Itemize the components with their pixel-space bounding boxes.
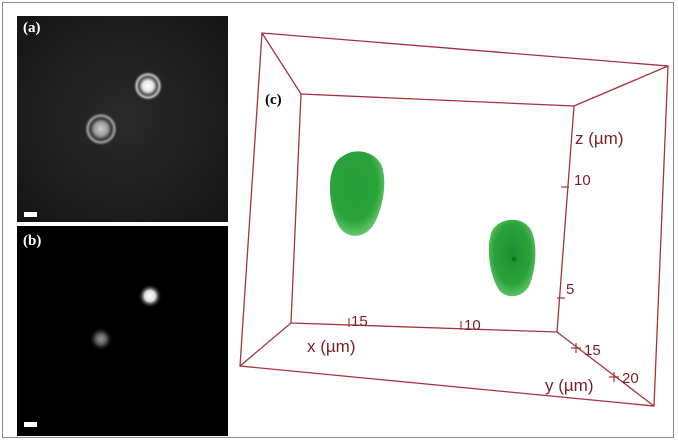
bounding-box [239, 32, 669, 407]
y-tick-label-15: 15 [584, 342, 601, 359]
box-back-face [290, 93, 575, 333]
panel-b-graphic [17, 226, 228, 436]
z-tick-label-10: 10 [574, 172, 591, 189]
z-axis-label: z (µm) [575, 129, 624, 148]
particle-b-upper [138, 284, 162, 308]
panel-a-image: (a) [17, 16, 228, 222]
panel-a-scale-bar [24, 212, 37, 217]
panel-b-scale-bar [24, 422, 37, 427]
box-edge-br [556, 331, 655, 407]
x-tick-label-10: 10 [464, 317, 481, 334]
box-front-face [239, 32, 669, 407]
box-edge-tr [573, 65, 669, 107]
y-axis-label: y (µm) [545, 376, 594, 395]
particle-3d-left [329, 151, 385, 236]
figure-frame [2, 2, 674, 438]
panel-b-image: (b) [17, 226, 228, 436]
x-tick-label-15: 15 [351, 313, 368, 330]
particle-3d-right-center [511, 256, 517, 262]
particle-a-lower [84, 112, 118, 146]
panel-c-label: (c) [265, 92, 282, 108]
particle-b-lower [89, 327, 113, 351]
box-edge-tl [261, 32, 302, 95]
particle-a-upper [133, 71, 163, 101]
x-axis-label: x (µm) [307, 337, 356, 356]
box-edge-bl [239, 322, 292, 367]
panel-a-graphic [17, 16, 228, 222]
panel-a-label: (a) [23, 20, 41, 36]
z-tick-label-5: 5 [566, 281, 574, 298]
y-tick-label-20: 20 [622, 370, 639, 387]
panel-b-label: (b) [23, 233, 42, 249]
z-axis-ticks [348, 186, 619, 382]
